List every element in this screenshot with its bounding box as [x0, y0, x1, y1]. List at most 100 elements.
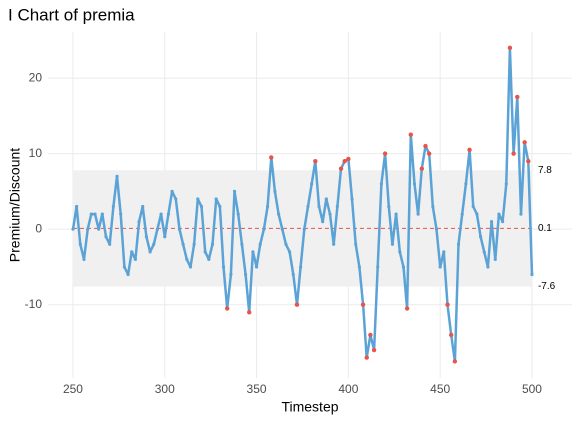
point: [530, 272, 534, 277]
x-tick-label: 450: [430, 382, 450, 396]
out-of-control-point: [360, 302, 366, 307]
point: [207, 257, 211, 261]
point: [299, 265, 303, 269]
x-tick-label: 300: [155, 382, 175, 396]
point: [280, 227, 284, 231]
point: [111, 204, 115, 209]
x-tick-label: 350: [247, 382, 267, 396]
out-of-control-point: [224, 306, 230, 311]
out-of-control-point: [419, 166, 425, 171]
out-of-control-point: [452, 359, 458, 364]
point: [317, 204, 321, 209]
out-of-control-point: [522, 140, 527, 145]
point: [486, 265, 490, 269]
out-of-control-point: [294, 302, 300, 307]
x-tick-label: 400: [338, 382, 358, 396]
point: [221, 265, 226, 269]
out-of-control-point: [467, 147, 472, 153]
point: [504, 182, 508, 186]
y-axis-label: Premium/Discount: [7, 148, 23, 262]
point: [243, 272, 248, 277]
point: [258, 242, 262, 246]
point: [170, 189, 174, 194]
point: [236, 212, 240, 216]
point: [262, 227, 266, 231]
point: [130, 250, 134, 254]
point: [181, 242, 185, 246]
point: [310, 182, 314, 186]
point: [126, 272, 130, 277]
x-tick-label: 500: [522, 382, 542, 396]
point: [438, 265, 442, 269]
out-of-control-point: [507, 45, 513, 51]
out-of-control-point: [515, 94, 520, 100]
point: [456, 242, 461, 246]
point: [288, 250, 292, 254]
out-of-control-point: [423, 143, 428, 149]
point: [133, 257, 137, 261]
y-tick-label: 20: [29, 70, 43, 84]
point: [97, 227, 101, 231]
point: [291, 272, 295, 277]
cl-label: 0.1: [538, 223, 552, 234]
point: [174, 197, 178, 201]
chart-title: I Chart of premia: [8, 5, 135, 24]
point: [335, 204, 339, 209]
point: [119, 212, 123, 216]
out-of-control-point: [526, 158, 531, 164]
point: [232, 189, 237, 194]
point: [177, 227, 182, 231]
point: [86, 227, 90, 231]
point: [148, 250, 152, 254]
point: [431, 204, 435, 209]
out-of-control-point: [408, 132, 413, 137]
point: [210, 242, 215, 246]
point: [398, 250, 402, 254]
point: [277, 212, 281, 216]
point: [203, 250, 207, 254]
point: [464, 182, 468, 186]
point: [475, 212, 479, 216]
point: [387, 204, 391, 209]
point: [416, 212, 420, 216]
point: [265, 204, 270, 209]
y-tick-label: -10: [25, 297, 43, 311]
point: [104, 235, 108, 239]
point: [332, 242, 336, 246]
point: [137, 220, 141, 224]
x-axis-label: Timestep: [281, 399, 338, 415]
point: [500, 220, 505, 224]
point: [493, 257, 497, 261]
point: [519, 212, 523, 216]
point: [218, 204, 222, 209]
point: [196, 197, 200, 201]
out-of-control-point: [247, 310, 252, 315]
point: [152, 242, 156, 246]
point: [75, 204, 79, 209]
point: [354, 242, 358, 246]
y-tick-label: 0: [35, 221, 42, 235]
point: [163, 235, 167, 239]
lcl-label: -7.6: [538, 281, 556, 292]
point: [229, 272, 233, 277]
out-of-control-point: [313, 158, 318, 164]
point: [251, 250, 255, 254]
out-of-control-point: [404, 306, 410, 311]
point: [401, 265, 406, 269]
out-of-control-point: [445, 302, 450, 307]
point: [321, 220, 325, 224]
point: [324, 197, 328, 201]
point: [350, 197, 354, 201]
point: [141, 204, 145, 209]
point: [471, 204, 475, 209]
point: [122, 265, 126, 269]
point: [478, 235, 483, 239]
point: [240, 242, 244, 246]
point: [306, 204, 310, 209]
point: [357, 265, 361, 269]
point: [199, 204, 204, 209]
point: [82, 257, 86, 261]
point: [188, 265, 193, 269]
point: [155, 227, 160, 231]
out-of-control-point: [364, 355, 369, 360]
